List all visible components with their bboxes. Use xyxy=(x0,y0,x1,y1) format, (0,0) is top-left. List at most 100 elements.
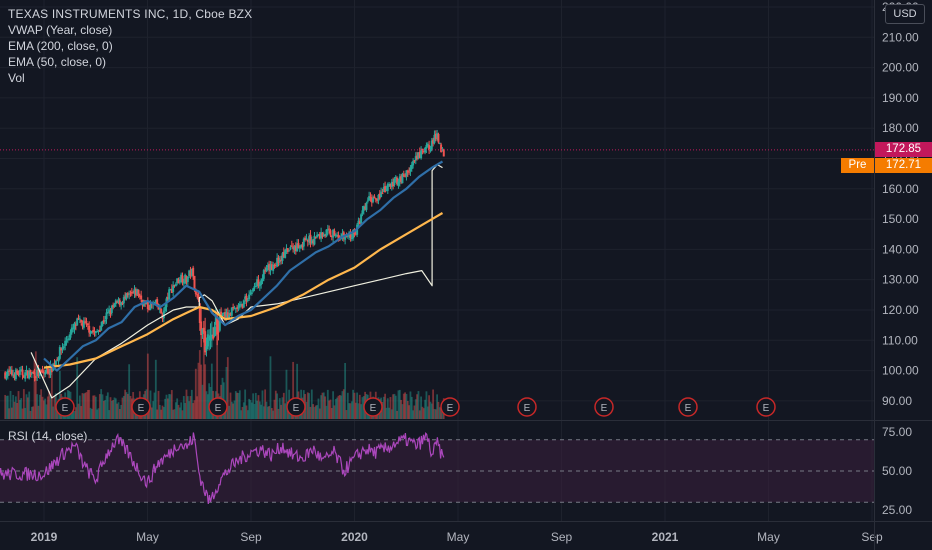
candle-body xyxy=(57,357,60,362)
volume-bar xyxy=(177,404,180,419)
candle-body xyxy=(58,347,61,359)
volume-bar xyxy=(322,392,325,419)
candle-body xyxy=(68,338,71,341)
candle-body xyxy=(314,236,317,238)
volume-bar xyxy=(14,396,17,419)
volume-bar xyxy=(116,403,119,419)
candle-body xyxy=(21,369,24,376)
candle-body xyxy=(105,312,108,320)
volume-bar xyxy=(353,392,356,419)
volume-bar xyxy=(106,392,109,419)
indicator-volume[interactable]: Vol xyxy=(8,71,25,85)
candle-body xyxy=(190,268,193,276)
volume-bar xyxy=(6,395,9,419)
indicator-ema200[interactable]: EMA (200, close, 0) xyxy=(8,39,113,53)
earnings-marker xyxy=(131,397,151,417)
volume-bar xyxy=(129,396,132,419)
candle-body xyxy=(286,248,289,252)
volume-bar xyxy=(5,395,8,419)
candle-body xyxy=(185,276,188,283)
candle-body xyxy=(10,369,13,375)
candle-body xyxy=(149,303,152,310)
candle-body xyxy=(90,330,93,334)
candle-body xyxy=(82,320,85,328)
candle-body xyxy=(118,300,121,306)
candle-body xyxy=(370,197,373,203)
candle-body xyxy=(428,145,431,151)
volume-bar xyxy=(340,395,343,419)
volume-bar xyxy=(400,399,403,419)
candle-body xyxy=(213,326,216,336)
candle-body xyxy=(133,288,136,294)
vwap-line xyxy=(30,164,443,399)
candle-body xyxy=(325,229,328,237)
candle-body xyxy=(438,143,441,145)
candle-body xyxy=(13,374,16,378)
volume-bar xyxy=(125,392,128,419)
volume-bar xyxy=(90,408,93,419)
volume-bar xyxy=(153,392,156,419)
volume-bar xyxy=(436,394,439,419)
volume-bar xyxy=(46,396,49,419)
volume-bar xyxy=(181,410,184,419)
x-tick-label: 2019 xyxy=(31,530,58,544)
symbol-title[interactable]: TEXAS INSTRUMENTS INC, 1D, Cboe BZX xyxy=(8,7,253,21)
volume-bar xyxy=(16,402,19,419)
volume-bar xyxy=(238,390,241,419)
volume-bar xyxy=(437,401,440,419)
y-tick-label: 90.00 xyxy=(882,394,912,408)
volume-bar xyxy=(58,370,61,419)
volume-bar xyxy=(34,351,37,419)
volume-bar xyxy=(292,361,295,419)
currency-button[interactable]: USD xyxy=(885,4,925,24)
candle-body xyxy=(269,264,272,272)
indicator-vwap[interactable]: VWAP (Year, close) xyxy=(8,23,113,37)
candle-body xyxy=(136,289,139,295)
candle-body xyxy=(225,312,228,319)
volume-bar xyxy=(358,394,361,419)
candle-body xyxy=(25,369,28,372)
candle-body xyxy=(253,286,256,289)
candle-body xyxy=(169,288,172,290)
volume-bar xyxy=(10,407,13,419)
x-tick-label: Sep xyxy=(551,530,573,544)
volume-bar xyxy=(354,402,357,419)
volume-bar xyxy=(356,392,359,419)
candle-body xyxy=(4,372,7,379)
candle-body xyxy=(156,299,159,307)
candle-body xyxy=(164,306,167,311)
y-tick-label: 200.00 xyxy=(882,61,919,75)
volume-bar xyxy=(296,363,299,419)
candle-body xyxy=(86,323,89,326)
candle-body xyxy=(430,140,433,150)
volume-bar xyxy=(253,403,256,419)
volume-bar xyxy=(48,390,51,419)
volume-bar xyxy=(190,389,193,419)
volume-bar xyxy=(312,404,315,419)
candle-body xyxy=(386,184,389,191)
volume-bar xyxy=(337,395,340,419)
indicator-ema50[interactable]: EMA (50, close, 0) xyxy=(8,55,107,69)
candle-body xyxy=(396,177,399,185)
candle-body xyxy=(297,243,300,249)
volume-bar xyxy=(237,393,240,419)
volume-bar xyxy=(416,394,419,419)
volume-bar xyxy=(182,396,185,419)
volume-bar xyxy=(78,395,81,419)
candle-body xyxy=(205,345,208,351)
candle-body xyxy=(352,230,355,239)
candle-body xyxy=(298,246,301,249)
volume-bar xyxy=(193,400,196,419)
rsi-indicator-label[interactable]: RSI (14, close) xyxy=(8,429,88,443)
volume-bar xyxy=(9,390,12,419)
volume-bar xyxy=(112,400,115,419)
volume-bar xyxy=(89,407,92,419)
candle-body xyxy=(329,230,332,236)
volume-bar xyxy=(121,397,124,419)
volume-bar xyxy=(417,391,420,419)
volume-bar xyxy=(202,337,205,419)
x-tick-label: Sep xyxy=(240,530,262,544)
volume-bar xyxy=(425,391,428,419)
volume-bar xyxy=(330,407,333,419)
